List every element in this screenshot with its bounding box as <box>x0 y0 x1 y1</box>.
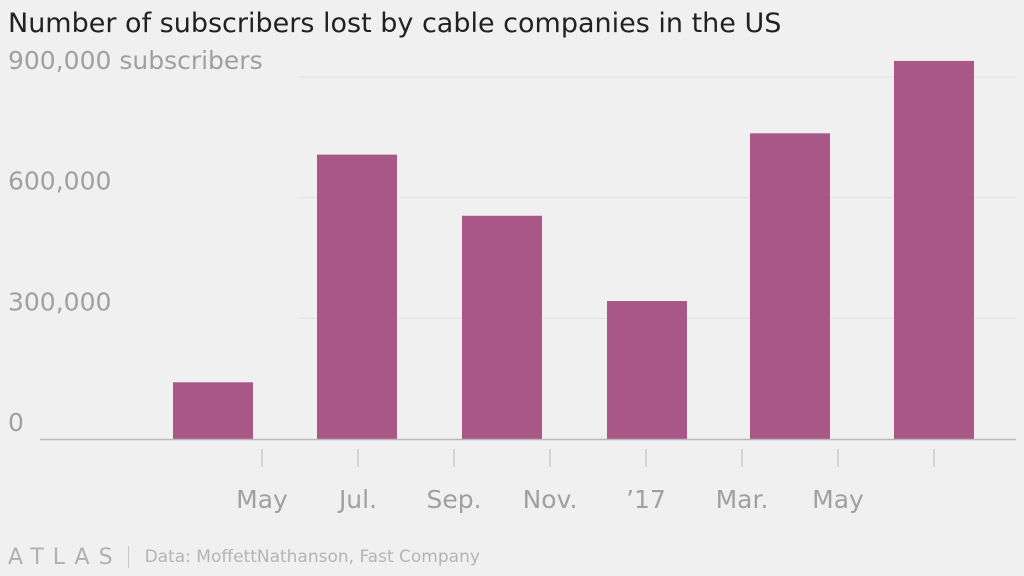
bar <box>317 154 397 439</box>
x-tick-label: ’17 <box>626 485 666 514</box>
atlas-logo: ATLAS <box>8 544 122 570</box>
bar <box>173 382 253 439</box>
bar <box>750 133 830 440</box>
x-axis <box>40 438 1016 467</box>
x-tick-label: May <box>812 485 864 514</box>
y-axis-labels: 0 300,000 600,000 900,000 subscribers <box>8 46 263 437</box>
y-tick-label: 0 <box>8 408 24 437</box>
x-axis-labels: May Jul. Sep. Nov. ’17 Mar. May <box>236 485 864 514</box>
bar <box>894 60 974 440</box>
footer-divider <box>127 546 129 568</box>
x-tick-label: Mar. <box>716 485 769 514</box>
bar <box>462 215 542 439</box>
x-tick-label: Nov. <box>523 485 578 514</box>
x-tick-label: Jul. <box>337 485 377 514</box>
x-tick-label: Sep. <box>426 485 481 514</box>
y-tick-label: 900,000 subscribers <box>8 46 263 75</box>
x-tick-label: May <box>236 485 288 514</box>
y-tick-label: 600,000 <box>8 167 111 196</box>
bars <box>173 60 974 440</box>
chart-title: Number of subscribers lost by cable comp… <box>8 8 782 39</box>
y-tick-label: 300,000 <box>8 287 111 316</box>
bar <box>607 301 687 439</box>
footer: ATLAS Data: MoffettNathanson, Fast Compa… <box>8 544 480 570</box>
source-note: Data: MoffettNathanson, Fast Company <box>144 547 480 567</box>
